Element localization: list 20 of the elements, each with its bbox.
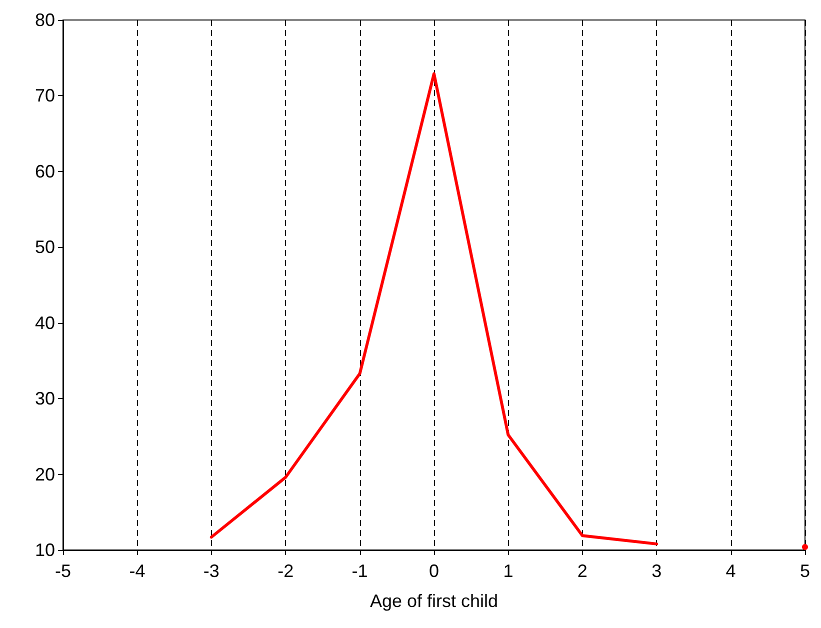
x-tick-label: 4 (726, 561, 736, 581)
x-tick-label: 0 (428, 561, 440, 581)
x-tick-label: -2 (278, 561, 294, 581)
x-axis-title: Age of first child (370, 591, 498, 611)
y-tick-label: 50 (34, 237, 55, 258)
y-tick-label: 80 (34, 10, 55, 30)
y-tick-label: 30 (34, 388, 55, 409)
y-tick-label: 10 (34, 540, 55, 560)
y-tick-label: 60 (34, 161, 55, 182)
x-tick-label: -4 (129, 561, 146, 581)
x-tick-label: -5 (54, 561, 72, 581)
x-tick-label: -3 (203, 561, 220, 581)
y-tick-label: 20 (34, 464, 55, 484)
y-tick-label: 40 (34, 312, 55, 333)
x-tick-label: 1 (503, 561, 514, 581)
x-tick-label: 2 (577, 561, 588, 581)
x-tick-label: 3 (652, 561, 662, 581)
x-tick-label: 5 (800, 561, 810, 581)
x-tick-label: -1 (352, 561, 368, 581)
y-tick-label: 70 (34, 86, 55, 106)
